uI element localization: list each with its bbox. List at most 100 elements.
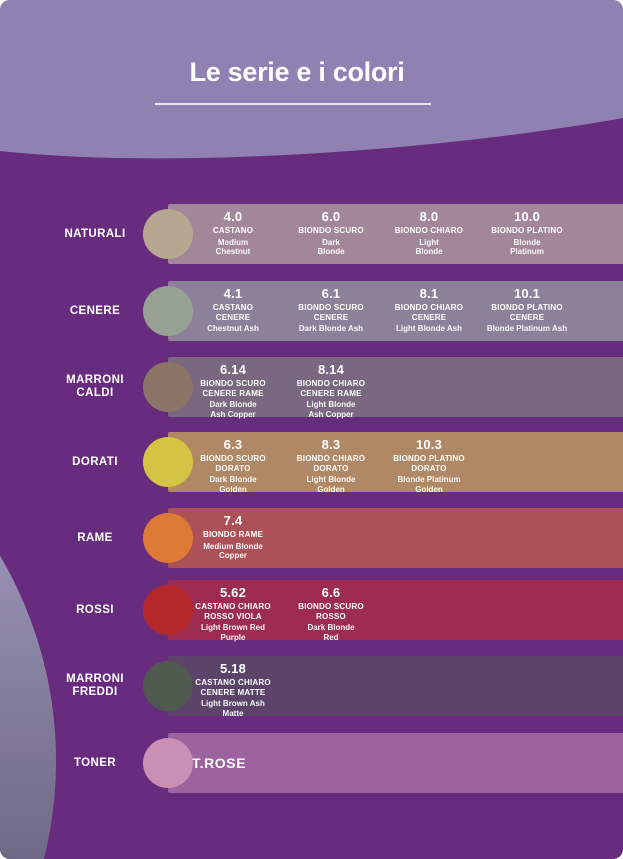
series-swatch — [143, 209, 193, 259]
shade-name-it: BIONDO RAME — [203, 530, 263, 539]
series-label: CENERE — [69, 304, 121, 317]
shade-item: 10.3 BIONDO PLATINO DORATO Blonde Platin… — [380, 432, 478, 494]
series-row-cenere: CENERE 4.1 CASTANO CENERE Chestnut Ash 6… — [0, 281, 623, 341]
shade-list: 4.0 CASTANO Medium Chestnut 6.0 BIONDO S… — [184, 204, 576, 264]
series-label: ROSSI — [76, 603, 114, 616]
shade-item: 10.0 BIONDO PLATINO Blonde Platinum — [478, 204, 576, 264]
shade-code: 7.4 — [223, 513, 243, 528]
shade-name-it: BIONDO PLATINO CENERE — [491, 303, 563, 322]
shade-code: 4.1 — [223, 286, 243, 301]
series-bar: 5.18 CASTANO CHIARO CENERE MATTE Light B… — [168, 656, 623, 718]
shade-name-it: BIONDO SCURO CENERE — [298, 303, 364, 322]
series-bar: T.ROSE — [168, 733, 623, 793]
shade-item: 10.1 BIONDO PLATINO CENERE Blonde Platin… — [478, 281, 576, 341]
header: Le serie e i colori — [0, 0, 594, 88]
shade-name-it: BIONDO PLATINO DORATO — [393, 454, 465, 473]
series-bar: 4.1 CASTANO CENERE Chestnut Ash 6.1 BION… — [168, 281, 623, 341]
shade-name-en: Light Brown Red Purple — [201, 623, 265, 642]
shade-name-en: Dark Blonde Ash Copper — [209, 400, 257, 419]
shade-code: 8.14 — [317, 362, 345, 377]
header-wave — [0, 0, 623, 159]
page-title: Le serie e i colori — [189, 57, 405, 87]
series-bar: 5.62 CASTANO CHIARO ROSSO VIOLA Light Br… — [168, 580, 623, 642]
shade-item: 6.6 BIONDO SCURO ROSSO Dark Blonde Red — [282, 580, 380, 642]
shade-name-it: BIONDO CHIARO CENERE — [394, 303, 464, 322]
shade-code: 10.1 — [513, 286, 541, 301]
series-row-dorati: DORATI 6.3 BIONDO SCURO DORATO Dark Blon… — [0, 432, 623, 494]
shade-name-en: Light Blonde Ash — [396, 324, 462, 333]
shade-item: 5.62 CASTANO CHIARO ROSSO VIOLA Light Br… — [184, 580, 282, 642]
series-label: MARRONI FREDDI — [66, 673, 124, 698]
shade-name-it: BIONDO CHIARO — [394, 226, 464, 235]
series-swatch — [143, 661, 193, 711]
shade-name-en: Medium Blonde Copper — [203, 541, 263, 561]
shade-code: 8.0 — [419, 209, 439, 224]
series-row-marroni-caldi: MARRONI CALDI 6.14 BIONDO SCURO CENERE R… — [0, 357, 623, 419]
shade-name-en: Chestnut Ash — [207, 324, 259, 333]
shade-code: 6.14 — [219, 362, 247, 377]
shade-name-en: Dark Blonde Ash — [298, 324, 364, 333]
shade-list: 7.4 BIONDO RAME Medium Blonde Copper — [184, 508, 282, 568]
shade-name-it: CASTANO CHIARO ROSSO VIOLA — [195, 602, 271, 621]
shade-code: 10.0 — [513, 209, 541, 224]
shade-code: 5.18 — [219, 661, 247, 676]
shade-name-it: CASTANO — [212, 226, 254, 235]
shade-list: 6.3 BIONDO SCURO DORATO Dark Blonde Gold… — [184, 432, 478, 494]
shade-code: 10.3 — [415, 437, 443, 452]
series-swatch — [143, 585, 193, 635]
series-swatch — [143, 513, 193, 563]
shade-list: T.ROSE — [184, 733, 246, 793]
series-row-marroni-freddi: MARRONI FREDDI 5.18 CASTANO CHIARO CENER… — [0, 656, 623, 718]
series-label: NATURALI — [64, 227, 126, 240]
series-bar: 6.3 BIONDO SCURO DORATO Dark Blonde Gold… — [168, 432, 623, 494]
shade-name-it: BIONDO CHIARO CENERE RAME — [296, 379, 366, 398]
shade-name-it: CASTANO CHIARO CENERE MATTE — [195, 678, 271, 697]
shade-code: 6.6 — [321, 585, 341, 600]
shade-name-it: BIONDO SCURO CENERE RAME — [200, 379, 266, 398]
series-label: MARRONI CALDI — [66, 374, 124, 399]
shade-item: 8.14 BIONDO CHIARO CENERE RAME Light Blo… — [282, 357, 380, 419]
shade-name-en: Dark Blonde — [317, 237, 345, 257]
shade-code: 4.0 — [223, 209, 243, 224]
shade-item: 8.0 BIONDO CHIARO Light Blonde — [380, 204, 478, 264]
shade-list: 6.14 BIONDO SCURO CENERE RAME Dark Blond… — [184, 357, 380, 419]
shade-list: 5.18 CASTANO CHIARO CENERE MATTE Light B… — [184, 656, 282, 718]
shade-code: 6.0 — [321, 209, 341, 224]
series-swatch — [143, 362, 193, 412]
series-row-rossi: ROSSI 5.62 CASTANO CHIARO ROSSO VIOLA Li… — [0, 580, 623, 642]
shade-name-en: Blonde Platinum Ash — [486, 324, 568, 333]
header-wave-shape — [0, 0, 623, 159]
shade-name-en: Medium Chestnut — [215, 237, 251, 257]
shade-name-en: Dark Blonde Golden — [209, 475, 257, 494]
series-swatch — [143, 738, 193, 788]
shade-list: 5.62 CASTANO CHIARO ROSSO VIOLA Light Br… — [184, 580, 380, 642]
shade-name-en: Light Brown Ash Matte — [201, 699, 265, 718]
series-label: DORATI — [72, 455, 118, 468]
shade-item: 6.14 BIONDO SCURO CENERE RAME Dark Blond… — [184, 357, 282, 419]
series-swatch — [143, 437, 193, 487]
shade-name-en: Dark Blonde Red — [307, 623, 355, 642]
shade-name-it: BIONDO SCURO — [298, 226, 364, 235]
shade-name-it: BIONDO PLATINO — [491, 226, 563, 235]
shade-name-en: Light Blonde Ash Copper — [306, 400, 356, 419]
series-row-naturali: NATURALI 4.0 CASTANO Medium Chestnut 6.0… — [0, 204, 623, 264]
shade-name-it: CASTANO CENERE — [212, 303, 254, 322]
series-swatch — [143, 286, 193, 336]
shade-name-it: BIONDO CHIARO DORATO — [296, 454, 366, 473]
series-label: TONER — [73, 756, 117, 769]
shade-item: 6.1 BIONDO SCURO CENERE Dark Blonde Ash — [282, 281, 380, 341]
shade-item: 4.1 CASTANO CENERE Chestnut Ash — [184, 281, 282, 341]
shade-name-it: BIONDO SCURO ROSSO — [298, 602, 364, 621]
shade-name-en: Light Blonde Golden — [306, 475, 356, 494]
series-label: RAME — [77, 531, 113, 544]
shade-code: 6.1 — [321, 286, 341, 301]
shade-item: 6.0 BIONDO SCURO Dark Blonde — [282, 204, 380, 264]
series-bar: 4.0 CASTANO Medium Chestnut 6.0 BIONDO S… — [168, 204, 623, 264]
shade-name-en: Blonde Platinum — [510, 237, 544, 257]
series-row-rame: RAME 7.4 BIONDO RAME Medium Blonde Coppe… — [0, 508, 623, 568]
series-row-toner: TONER T.ROSE — [0, 733, 623, 793]
shade-code: 8.3 — [321, 437, 341, 452]
shade-item: 6.3 BIONDO SCURO DORATO Dark Blonde Gold… — [184, 432, 282, 494]
shade-code: 5.62 — [219, 585, 247, 600]
